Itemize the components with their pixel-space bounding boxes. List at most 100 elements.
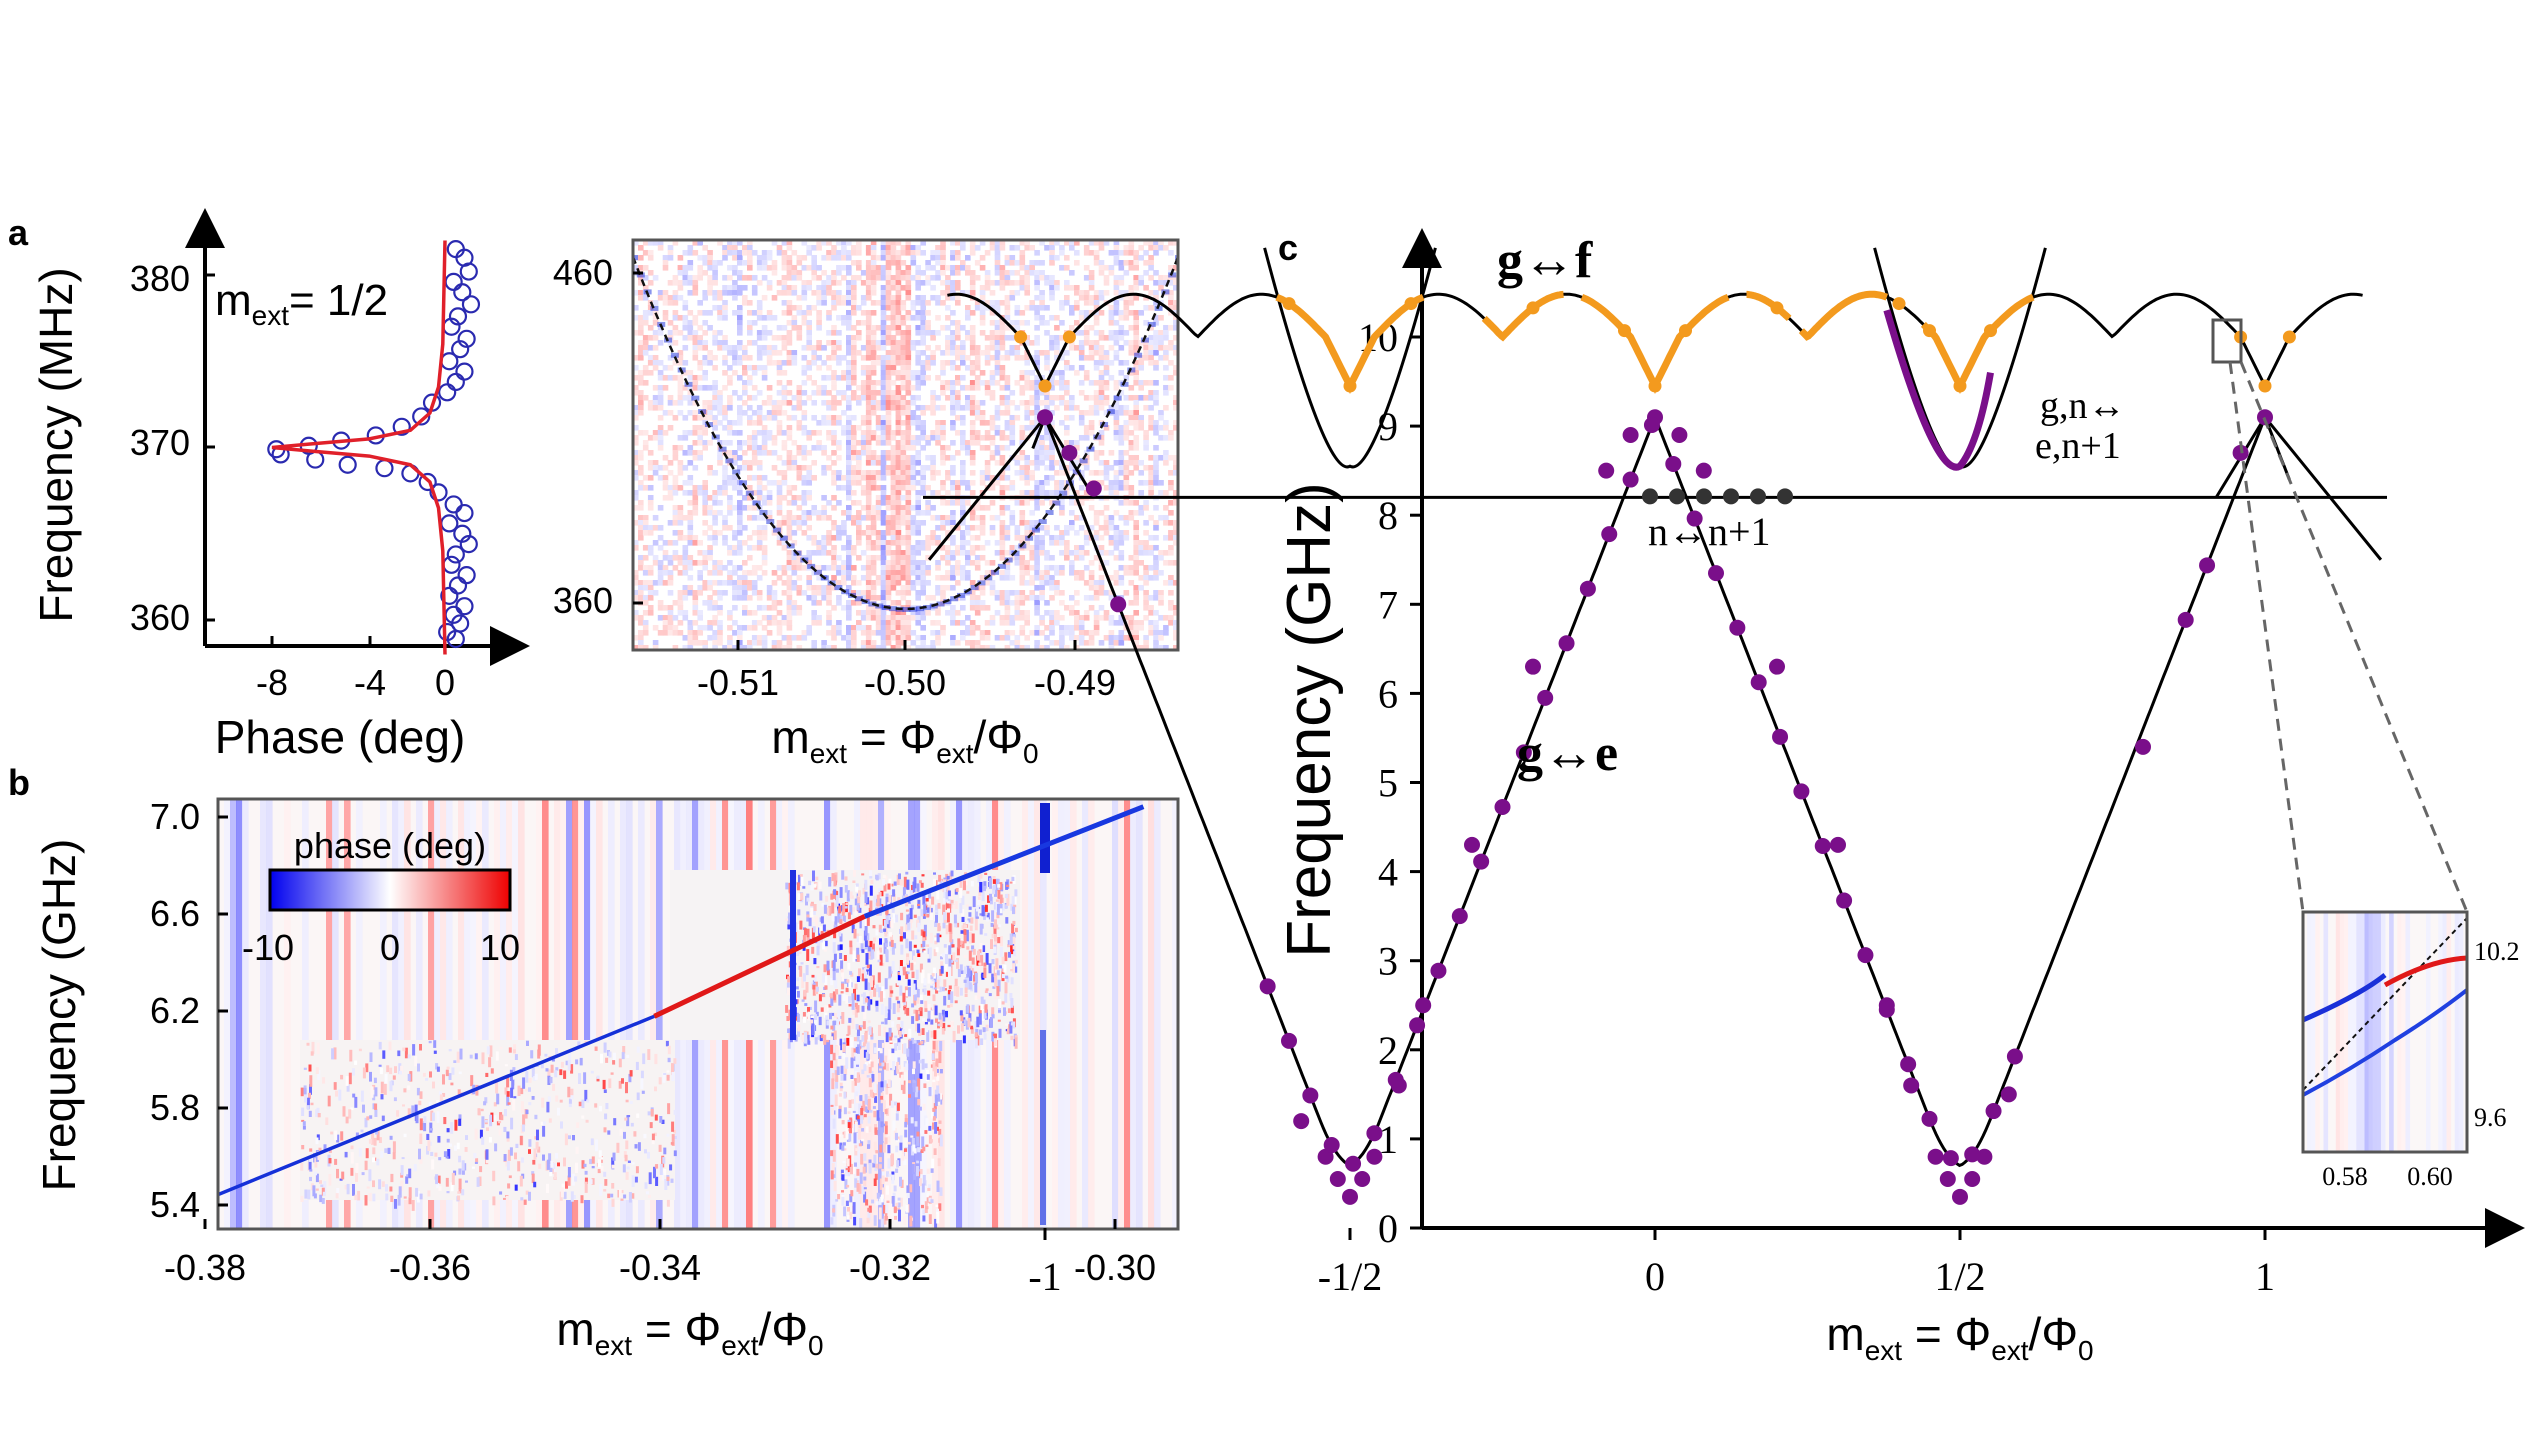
a-right-cell <box>885 270 892 276</box>
a-right-cell <box>1034 360 1040 366</box>
a-right-cell <box>905 365 912 371</box>
a-right-cell <box>1019 455 1026 461</box>
a-right-cell <box>1014 500 1021 506</box>
a-right-cell <box>905 465 912 471</box>
a-right-cell <box>682 275 689 281</box>
a-right-cell <box>851 250 857 256</box>
a-right-cell <box>1009 425 1016 431</box>
a-right-cell <box>955 395 961 401</box>
a-right-cell <box>652 315 659 321</box>
a-right-cell <box>945 575 951 581</box>
a-right-cell <box>890 635 897 641</box>
a-right-cell <box>1143 530 1149 536</box>
a-right-cell <box>1034 280 1040 286</box>
a-right-cell <box>905 615 912 621</box>
a-right-cell <box>667 395 674 401</box>
a-right-cell <box>860 470 867 476</box>
a-right-cell <box>712 365 718 371</box>
a-right-cell <box>831 535 837 541</box>
a-right-cell <box>895 500 902 506</box>
a-right-cell <box>1024 355 1030 361</box>
a-right-cell <box>766 280 773 286</box>
a-right-cell <box>856 580 862 586</box>
a-right-cell <box>994 260 1001 266</box>
a-right-cell <box>727 250 733 256</box>
a-right-cell <box>766 620 773 626</box>
a-right-cell <box>1098 565 1105 571</box>
a-right-cell <box>707 355 713 361</box>
a-right-cell <box>895 405 902 411</box>
a-right-cell <box>786 430 793 436</box>
a-right-cell <box>836 340 842 346</box>
a-right-cell <box>786 300 793 306</box>
a-right-cell <box>989 425 996 431</box>
a-right-cell <box>662 300 669 306</box>
a-right-cell <box>1153 335 1159 341</box>
a-right-cell <box>1128 410 1135 416</box>
a-right-cell <box>806 630 812 636</box>
a-right-cell <box>1064 300 1070 306</box>
a-right-cell <box>677 510 684 516</box>
a-right-cell <box>865 380 872 386</box>
a-right-cell <box>702 245 708 251</box>
a-right-cell <box>766 450 773 456</box>
a-right-cell <box>960 530 966 536</box>
a-right-cell <box>1138 395 1144 401</box>
a-right-cell <box>1158 340 1164 346</box>
a-right-cell <box>900 615 907 621</box>
a-right-cell <box>925 500 931 506</box>
a-right-cell <box>1148 630 1154 636</box>
a-right-cell <box>974 595 981 601</box>
a-right-cell <box>1024 410 1030 416</box>
a-right-cell <box>657 395 664 401</box>
a-right-cell <box>836 250 842 256</box>
a-right-cell <box>826 540 832 546</box>
a-right-cell <box>885 365 892 371</box>
a-right-cell <box>965 445 971 451</box>
a-right-cell <box>1039 460 1045 466</box>
a-right-cell <box>1054 280 1060 286</box>
a-right-cell <box>950 465 956 471</box>
a-right-cell <box>1138 510 1144 516</box>
a-right-cell <box>979 315 986 321</box>
b-column-stripe <box>566 799 573 1229</box>
a-right-cell <box>1173 405 1178 411</box>
a-right-cell <box>960 435 966 441</box>
a-right-cell <box>905 310 912 316</box>
a-right-cell <box>647 450 654 456</box>
a-right-cell <box>870 525 877 531</box>
a-right-cell <box>1128 515 1135 521</box>
a-right-cell <box>712 570 718 576</box>
a-right-cell <box>692 410 699 416</box>
a-right-cell <box>657 405 664 411</box>
a-right-cell <box>870 640 877 646</box>
a-right-cell <box>1093 290 1100 296</box>
a-right-cell <box>1133 260 1139 266</box>
a-left-data-point <box>455 362 474 381</box>
a-right-cell <box>702 490 708 496</box>
a-right-cell <box>771 270 778 276</box>
a-right-cell <box>737 440 743 446</box>
a-right-cell <box>742 250 748 256</box>
a-right-cell <box>1088 325 1095 331</box>
a-right-cell <box>1148 420 1154 426</box>
a-right-cell <box>697 340 703 346</box>
a-right-cell <box>979 410 986 416</box>
a-right-cell <box>1014 635 1021 641</box>
a-right-cell <box>945 550 951 556</box>
a-right-cell <box>895 400 902 406</box>
a-right-cell <box>905 630 912 636</box>
a-right-cell <box>930 330 936 336</box>
a-right-cell <box>826 405 832 411</box>
a-right-cell <box>826 400 832 406</box>
a-right-cell <box>1069 305 1075 311</box>
a-right-cell <box>667 575 674 581</box>
a-right-cell <box>657 630 664 636</box>
a-right-cell <box>974 640 981 646</box>
a-right-cell <box>910 640 917 646</box>
a-right-cell <box>1024 560 1030 566</box>
a-right-cell <box>900 475 907 481</box>
a-right-cell <box>682 615 689 621</box>
a-right-cell <box>925 365 931 371</box>
a-right-cell <box>1059 540 1065 546</box>
